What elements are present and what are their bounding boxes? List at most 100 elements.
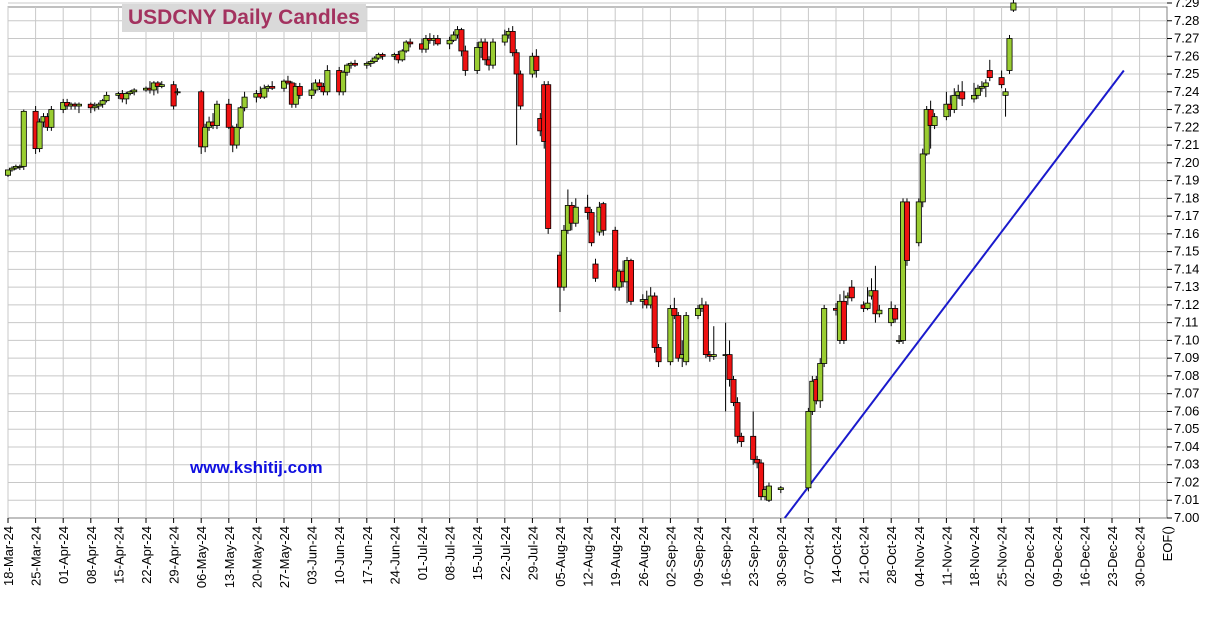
candle-body (340, 71, 347, 93)
trendline (783, 69, 1125, 519)
candle-body (36, 121, 43, 150)
candle-body (765, 485, 772, 501)
candle-body (237, 107, 244, 128)
candle (48, 106, 55, 131)
y-tick-label: 7.02 (1174, 474, 1199, 489)
x-tick-label: 29-Apr-24 (167, 526, 182, 584)
x-tick-label: 04-Nov-24 (912, 526, 927, 587)
y-tick-label: 7.04 (1174, 439, 1199, 454)
y-tick-label: 7.28 (1174, 13, 1199, 28)
x-tick-label: 15-Apr-24 (111, 526, 126, 584)
candle (501, 29, 508, 46)
candle (95, 102, 102, 110)
x-tick-label: 22-Jul-24 (498, 526, 513, 580)
x-tick-label: 09-Dec-24 (1050, 526, 1065, 587)
candle-body (5, 169, 11, 176)
candle-body (998, 77, 1005, 86)
y-tick-label: 7.11 (1174, 315, 1198, 330)
candle-body (123, 93, 130, 100)
candle-body (399, 50, 406, 61)
candle (99, 98, 106, 108)
candle (978, 81, 985, 92)
candle-body (588, 212, 595, 244)
candle (612, 226, 619, 291)
x-tick-label: 07-Oct-24 (801, 526, 816, 584)
candle (367, 59, 374, 67)
candle-body (726, 354, 733, 380)
candle-body (943, 103, 950, 118)
candle (627, 258, 634, 305)
candle-body (675, 315, 682, 359)
x-tick-label: 15-Jul-24 (470, 526, 485, 580)
candle (872, 265, 879, 323)
candle (986, 59, 993, 82)
y-axis: 7.00 7.01 7.02 7.03 7.04 7.05 7.06 7.07 7.08 7.09… (1167, 0, 1199, 525)
candle (959, 81, 966, 106)
candle (344, 63, 351, 76)
candle-body (864, 302, 871, 309)
candle-body (872, 290, 879, 315)
candle-body (509, 31, 516, 54)
x-tick-label: 25-Mar-24 (29, 526, 44, 586)
candle (1006, 34, 1013, 75)
candle (8, 166, 15, 172)
candle-body (241, 96, 248, 109)
candle-body (517, 73, 524, 107)
candle-body (1006, 38, 1013, 71)
candle-body (458, 29, 465, 52)
candle (462, 45, 469, 76)
candle (513, 49, 520, 146)
candle (560, 224, 567, 291)
candle-body (900, 201, 907, 341)
candle-body (750, 435, 757, 460)
candle (5, 169, 11, 178)
watermark-link[interactable]: www.kshitij.com (190, 458, 323, 477)
candle (340, 70, 347, 96)
candle (316, 79, 323, 91)
candle (482, 38, 489, 66)
candle (726, 340, 733, 387)
candle-body (919, 153, 926, 203)
candle-body (572, 206, 579, 224)
candle-body (821, 308, 828, 364)
candle (951, 88, 958, 114)
candle-body (533, 55, 540, 71)
candle (202, 123, 209, 153)
x-tick-label: 28-Oct-24 (884, 526, 899, 584)
candle (174, 88, 181, 96)
x-tick-label: 08-Jul-24 (443, 526, 458, 580)
candle-body (225, 103, 232, 128)
candle (16, 164, 23, 170)
candle-body (280, 80, 287, 89)
candle (971, 82, 978, 103)
candle-body (95, 103, 102, 107)
candle (379, 52, 386, 60)
candle (170, 81, 177, 110)
candle (371, 56, 378, 64)
candle (840, 290, 847, 344)
x-tick-label: 14-Oct-24 (829, 526, 844, 584)
chart-title: USDCNY Daily Candles (122, 4, 366, 32)
candle-body (655, 347, 662, 363)
candle (765, 482, 772, 503)
candle-body (1002, 91, 1009, 96)
candle (363, 61, 370, 69)
candle (671, 297, 678, 320)
candle (876, 304, 883, 318)
x-tick-label: 16-Sep-24 (719, 526, 734, 587)
candle (651, 292, 658, 353)
candle (931, 113, 938, 130)
candle-body (758, 462, 765, 498)
y-tick-label: 7.00 (1174, 510, 1199, 525)
x-tick-label: 08-Apr-24 (84, 526, 99, 584)
candle (450, 31, 457, 43)
y-tick-label: 7.25 (1174, 66, 1199, 81)
candle (750, 411, 757, 465)
candle (592, 258, 599, 282)
x-tick-label: 06-May-24 (194, 526, 209, 588)
candle-body (284, 80, 291, 84)
candle (1002, 88, 1009, 117)
candle-body (951, 94, 958, 110)
y-tick-label: 7.26 (1174, 48, 1199, 63)
